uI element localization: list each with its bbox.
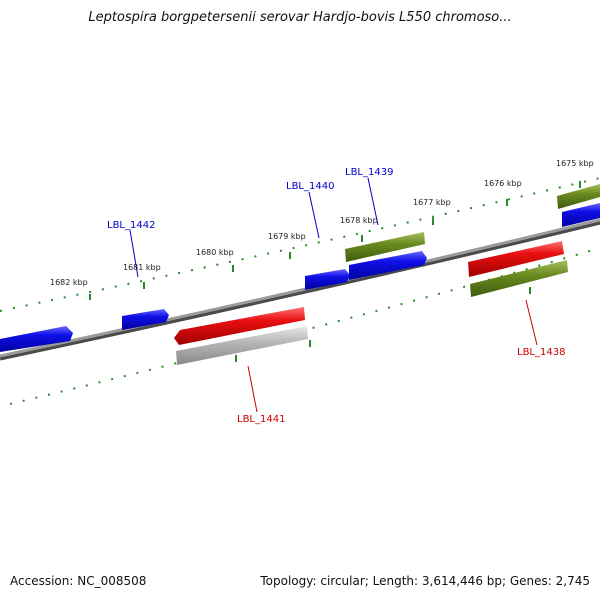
forward-cds-arrow[interactable] bbox=[0, 326, 73, 352]
scale-label: 1680 kbp bbox=[196, 248, 234, 257]
forward-cds-arrow[interactable] bbox=[562, 203, 600, 227]
reverse-cds-arrow[interactable] bbox=[174, 307, 305, 345]
forward-cds-arrow[interactable] bbox=[122, 309, 169, 330]
major-ticks bbox=[89, 181, 581, 362]
gene-label[interactable]: LBL_1440 bbox=[286, 181, 334, 192]
scale-label: 1679 kbp bbox=[268, 232, 306, 241]
olive-feature-bar[interactable] bbox=[470, 260, 568, 297]
scale-label: 1676 kbp bbox=[484, 179, 522, 188]
page-title: Leptospira borgpetersenii serovar Hardjo… bbox=[88, 10, 512, 25]
olive-features bbox=[345, 184, 600, 297]
backbone-shadow bbox=[0, 219, 600, 361]
leader-line bbox=[129, 229, 139, 278]
reverse-cds-arrow[interactable] bbox=[468, 241, 564, 277]
scale-label: 1675 kbp bbox=[556, 159, 594, 168]
grey-feature-bar[interactable] bbox=[176, 326, 308, 365]
leader-line bbox=[525, 299, 538, 346]
leader-line bbox=[367, 177, 379, 226]
scale-label: 1677 kbp bbox=[413, 198, 451, 207]
forward-cds-arrow[interactable] bbox=[305, 269, 350, 290]
topology-text: Topology: circular; Length: 3,614,446 bp… bbox=[260, 574, 590, 588]
gene-label[interactable]: LBL_1438 bbox=[517, 347, 565, 358]
scale-label: 1682 kbp bbox=[50, 278, 88, 287]
lower-tick-ring bbox=[9, 247, 600, 405]
reverse-features bbox=[174, 241, 564, 365]
gene-label[interactable]: LBL_1439 bbox=[345, 167, 393, 178]
forward-cds-arrow[interactable] bbox=[349, 251, 427, 280]
gene-labels: LBL_1442 LBL_1440 LBL_1439 LBL_1441 LBL_… bbox=[107, 167, 565, 425]
gene-label[interactable]: LBL_1442 bbox=[107, 220, 155, 231]
scale-label: 1681 kbp bbox=[123, 263, 161, 272]
olive-feature-bar[interactable] bbox=[345, 232, 425, 262]
scale-labels: 1682 kbp 1681 kbp 1680 kbp 1679 kbp 1678… bbox=[50, 159, 594, 287]
accession-text: Accession: NC_008508 bbox=[10, 574, 147, 588]
olive-feature-bar[interactable] bbox=[557, 184, 600, 209]
forward-features bbox=[0, 203, 600, 352]
label-leaders bbox=[129, 177, 538, 413]
leader-line bbox=[247, 365, 258, 413]
scale-label: 1678 kbp bbox=[340, 216, 378, 225]
leader-line bbox=[308, 191, 320, 239]
gene-label[interactable]: LBL_1441 bbox=[237, 414, 285, 425]
